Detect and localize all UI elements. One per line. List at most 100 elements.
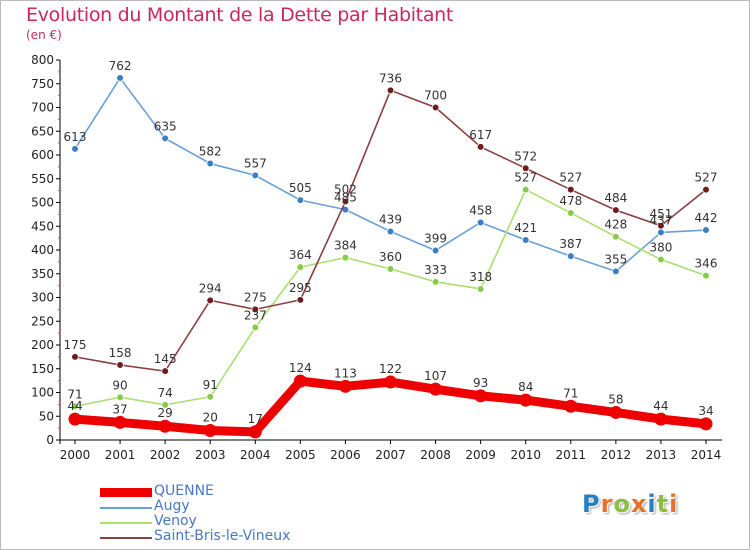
data-point [338,379,352,393]
y-tick-label: 500 [31,196,54,210]
data-label: 360 [379,250,402,264]
data-labels: 613 762 635 582 557 505 485 439 399 458 421 387 355 4… [64,59,718,426]
data-label: 478 [559,194,582,208]
y-tick-label: 400 [31,243,54,257]
legend-label: QUENNE [154,483,214,499]
data-label: 44 [67,399,82,413]
data-point [612,232,620,241]
data-point [386,227,395,236]
series-lines [68,74,713,439]
x-tick-label: 2011 [556,448,587,462]
data-label: 175 [64,338,87,352]
y-tick-label: 700 [31,101,54,115]
data-label: 17 [248,412,263,426]
data-label: 294 [199,281,222,295]
data-point [116,74,124,82]
data-label: 502 [334,183,357,197]
data-point [476,143,485,151]
data-label: 237 [244,308,267,322]
data-point [431,278,440,286]
data-label: 505 [289,181,312,195]
y-tick-label: 150 [31,362,54,376]
data-label: 90 [112,378,127,392]
data-label: 29 [158,406,173,420]
data-label: 458 [469,203,492,217]
data-label: 617 [469,128,492,142]
x-tick-label: 2005 [285,448,316,462]
logo-letter: r [600,490,614,518]
y-tick-label: 200 [31,338,54,352]
logo-letter: i [669,490,679,518]
x-tick-label: 2008 [420,448,451,462]
x-tick-label: 2013 [646,448,677,462]
data-point [206,392,215,401]
data-point [71,145,79,153]
y-tick-label: 100 [31,386,54,400]
data-label: 318 [469,270,492,284]
logo-letter: i [647,490,657,518]
data-label: 124 [289,361,312,375]
data-point [248,425,262,439]
data-label: 557 [244,156,267,170]
data-label: 275 [244,290,267,304]
legend-label: Augy [154,498,190,514]
data-label: 74 [158,386,173,400]
legend-swatch [100,488,152,497]
data-point [566,185,575,194]
data-point [702,271,710,280]
data-point [521,164,530,173]
line-chart: 0 50 100 150 200 250 300 350 400 450 500 550 600 650 7… [31,53,722,462]
data-point [699,417,713,431]
data-label: 107 [424,369,447,383]
chart-subtitle: (en €) [26,28,62,42]
chart-title: Evolution du Montant de la Dette par Hab… [26,4,454,26]
legend-label: Saint-Bris-le-Vineux [154,528,291,544]
data-point [158,419,172,433]
data-point [296,263,305,271]
data-label: 44 [653,399,668,413]
data-point [206,159,215,168]
data-label: 355 [604,252,627,266]
data-point [386,86,395,95]
data-label: 122 [379,362,402,376]
x-tick-label: 2006 [330,448,361,462]
data-point [296,196,305,204]
data-label: 484 [604,191,627,205]
data-point [206,296,215,305]
x-tick-label: 2000 [60,448,91,462]
y-tick-label: 300 [31,291,54,305]
data-point [161,401,169,409]
data-point [296,296,305,304]
data-point [474,389,488,403]
data-point [251,305,260,314]
data-point [521,185,530,194]
data-point [386,265,395,273]
data-label: 527 [514,171,537,185]
y-tick-label: 250 [31,314,54,328]
y-tick-label: 550 [31,172,54,186]
data-point [429,382,443,396]
y-tick-label: 50 [39,409,54,423]
x-tick-label: 2007 [375,448,406,462]
data-point [251,171,260,180]
data-point [161,134,169,143]
data-label: 442 [695,211,718,225]
legend-item: QUENNE [100,483,340,500]
data-point [702,226,710,234]
legend-item: Augy [100,498,340,515]
data-point [116,361,124,369]
data-point [566,252,575,260]
y-tick-label: 650 [31,124,54,138]
data-label: 437 [649,213,672,227]
data-label: 700 [424,89,447,103]
data-label: 613 [64,130,87,144]
data-point [113,415,127,429]
data-point [519,393,533,407]
data-point [521,236,530,244]
x-tick-label: 2001 [105,448,136,462]
x-tick-label: 2014 [691,448,722,462]
data-label: 527 [695,171,718,185]
data-label: 527 [559,171,582,185]
legend-item: Saint-Bris-le-Vineux [100,528,340,545]
